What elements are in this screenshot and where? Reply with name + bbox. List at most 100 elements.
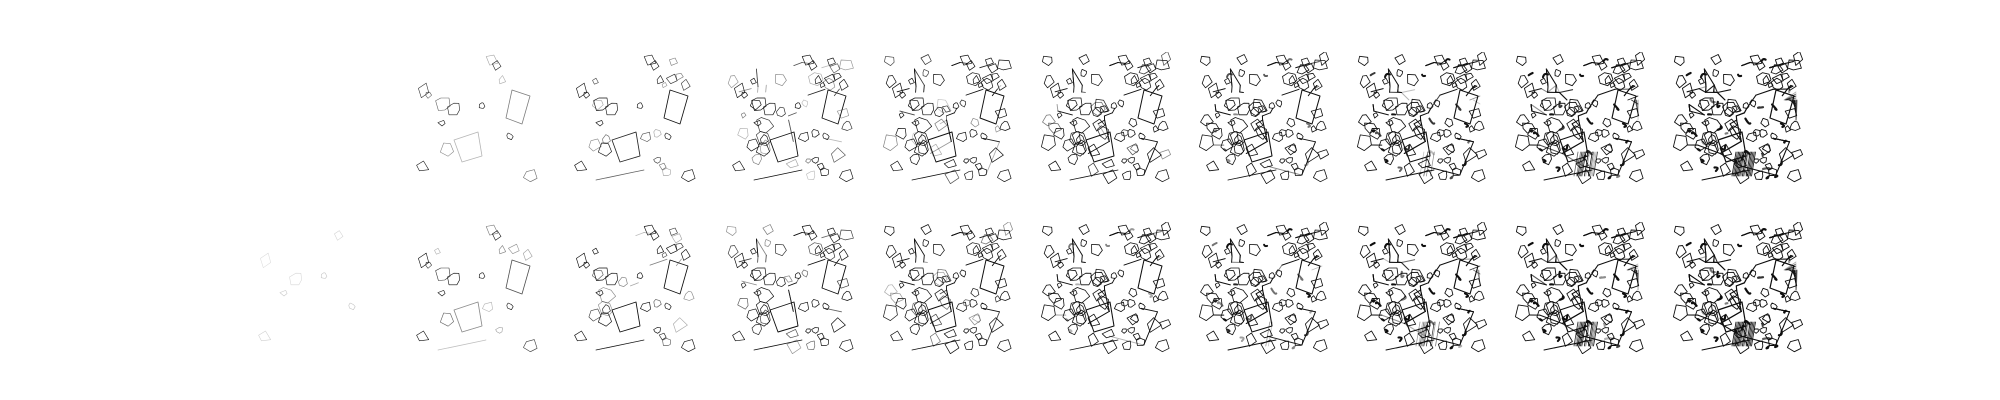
sketch-stroke: [1311, 265, 1323, 271]
sketch-stroke: [1067, 267, 1083, 281]
sketch-panel-r1-c9: [1514, 52, 1646, 184]
sketch-stroke: [1364, 292, 1378, 304]
sketch-stroke: [1383, 267, 1399, 281]
sketch-stroke: [913, 301, 929, 317]
sketch-stroke: [1611, 259, 1637, 295]
sketch-stroke: [1778, 230, 1794, 236]
sketch-stroke: [1633, 319, 1646, 330]
sketch-stroke: [1245, 313, 1259, 327]
sketch-stroke: [1685, 241, 1692, 247]
sketch-stroke: [1152, 295, 1159, 303]
sketch-stroke: [1303, 160, 1309, 167]
sketch-stroke: [821, 259, 847, 295]
sketch-stroke: [794, 272, 802, 279]
sketch-stroke: [1731, 105, 1741, 113]
sketch-stroke: [1736, 321, 1742, 347]
sketch-stroke: [978, 337, 988, 346]
sketch-stroke: [1779, 292, 1786, 298]
sketch-stroke: [1602, 287, 1612, 298]
sketch-stroke: [1587, 131, 1600, 143]
sketch-stroke: [885, 75, 897, 89]
sketch-stroke: [1542, 328, 1547, 334]
sketch-stroke: [1394, 54, 1406, 66]
sketch-stroke: [1229, 301, 1246, 317]
sketch-stroke: [1713, 254, 1715, 263]
sketch-stroke: [1628, 169, 1644, 183]
sketch-stroke: [1591, 269, 1599, 278]
sketch-stroke: [1580, 321, 1585, 347]
sketch-stroke: [1211, 128, 1223, 140]
sketch-stroke: [1127, 157, 1135, 164]
sketch-stroke: [801, 232, 811, 234]
sketch-stroke: [1755, 258, 1774, 266]
sketch-stroke: [1703, 68, 1715, 86]
sketch-stroke: [1419, 282, 1429, 287]
sketch-stroke: [1215, 91, 1222, 99]
sketch-stroke: [1306, 122, 1311, 128]
sketch-stroke: [1137, 64, 1148, 69]
sketch-stroke: [1279, 328, 1285, 334]
sketch-stroke: [746, 308, 760, 322]
sketch-stroke: [985, 141, 1000, 176]
sketch-drawing: [574, 54, 696, 183]
sketch-stroke: [1446, 245, 1455, 255]
sketch-stroke: [1523, 82, 1536, 99]
sketch-stroke: [1243, 131, 1273, 163]
sketch-stroke: [1573, 151, 1579, 177]
sketch-stroke: [1716, 259, 1732, 264]
sketch-stroke: [1094, 268, 1110, 284]
sketch-stroke: [1079, 272, 1092, 286]
sketch-stroke: [1607, 345, 1612, 350]
sketch-stroke: [807, 258, 826, 266]
sketch-stroke: [911, 169, 961, 181]
sketch-stroke: [1372, 112, 1379, 119]
sketch-stroke: [1688, 103, 1691, 112]
sketch-stroke: [671, 233, 683, 244]
sketch-stroke: [1128, 287, 1138, 298]
sketch-stroke: [1771, 243, 1784, 255]
sketch-stroke: [1425, 324, 1429, 331]
sketch-stroke: [1749, 231, 1759, 235]
sketch-stroke: [914, 287, 933, 304]
sketch-stroke: [666, 243, 678, 255]
sketch-stroke: [1304, 317, 1320, 333]
sketch-stroke: [508, 243, 520, 254]
sketch-stroke: [523, 249, 533, 261]
sketch-stroke: [1744, 117, 1752, 125]
sketch-stroke: [1784, 278, 1798, 289]
sketch-stroke: [1127, 327, 1135, 334]
sketch-stroke: [1092, 276, 1102, 287]
sketch-stroke: [440, 312, 454, 327]
sketch-stroke: [1382, 247, 1389, 255]
sketch-stroke: [1111, 277, 1116, 284]
sketch-stroke: [1777, 233, 1789, 244]
sketch-stroke: [1549, 139, 1561, 155]
sketch-stroke: [934, 106, 944, 117]
sketch-stroke: [1768, 337, 1778, 346]
sketch-stroke: [1310, 278, 1324, 289]
sketch-stroke: [833, 88, 840, 97]
sketch-stroke: [1140, 73, 1152, 85]
sketch-stroke: [1530, 112, 1537, 119]
sketch-stroke: [1071, 68, 1075, 88]
sketch-stroke: [1458, 344, 1463, 349]
sketch-stroke: [918, 304, 927, 314]
sketch-stroke: [576, 82, 588, 99]
sketch-stroke: [737, 128, 749, 140]
sketch-stroke: [1456, 137, 1475, 143]
sketch-stroke: [1628, 267, 1639, 271]
sketch-stroke: [1636, 99, 1639, 117]
sketch-stroke: [909, 267, 925, 281]
sketch-stroke: [1746, 94, 1757, 109]
sketch-stroke: [1743, 277, 1748, 284]
sketch-stroke: [801, 269, 809, 278]
sketch-stroke: [1795, 99, 1797, 121]
sketch-stroke: [1285, 298, 1294, 308]
sketch-stroke: [1238, 238, 1246, 247]
sketch-stroke: [755, 68, 759, 88]
sketch-stroke: [1593, 151, 1598, 177]
sketch-stroke: [1269, 107, 1274, 114]
sketch-stroke: [896, 258, 910, 263]
sketch-stroke: [980, 132, 988, 141]
sketch-stroke: [1545, 238, 1557, 256]
